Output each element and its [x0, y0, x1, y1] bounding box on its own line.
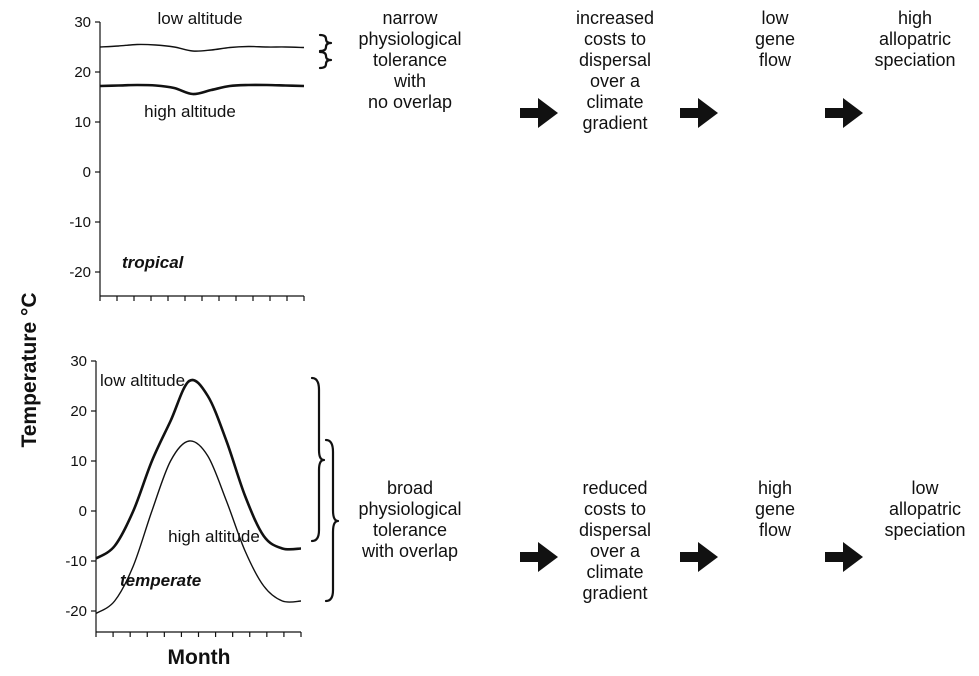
- temperate-panel: 30 20 10 0 -10 -20 low altitude high altitude te…: [65, 353, 302, 637]
- series-line-low-altitude: [99, 43, 305, 52]
- y-tick-label: 10: [74, 114, 91, 131]
- series-label: high altitude: [168, 527, 260, 546]
- flow-step: broad physiological tolerance with overlap: [358, 478, 461, 561]
- series-label: low altitude: [157, 9, 242, 28]
- brace-tropical-upper: [318, 33, 333, 53]
- brace-temperate-upper: [310, 376, 326, 543]
- flow-step: low gene flow: [755, 8, 795, 70]
- y-tick-label: 0: [79, 503, 87, 520]
- flow-arrow: [680, 98, 718, 128]
- brace-temperate-lower: [324, 438, 340, 603]
- flow-step: low allopatric speciation: [884, 478, 965, 540]
- flow-step: reduced costs to dispersal over a climate gra…: [579, 478, 651, 603]
- y-tick-label: -20: [65, 603, 87, 620]
- tropical-panel: 30 20 10 0 -10 -20 low altitude high altitude tr…: [69, 9, 305, 301]
- temperate-flow: broad physiological tolerance with overlap r…: [358, 478, 965, 603]
- tropical-braces: [318, 33, 333, 70]
- climate-annotation: temperate: [120, 571, 201, 590]
- flow-arrow: [825, 542, 863, 572]
- y-tick-label: 10: [70, 453, 87, 470]
- y-tick-label: 20: [70, 403, 87, 420]
- x-axis-title: Month: [168, 646, 231, 669]
- y-tick-label: -20: [69, 264, 91, 281]
- y-tick-label: 0: [83, 164, 91, 181]
- flow-step: narrow physiological tolerance with no overl…: [358, 8, 461, 112]
- flow-arrow: [825, 98, 863, 128]
- climate-annotation: tropical: [122, 253, 185, 272]
- flow-arrow: [520, 98, 558, 128]
- brace-tropical-lower: [318, 50, 333, 70]
- tropical-flow: narrow physiological tolerance with no overl…: [358, 8, 955, 133]
- series-label: low altitude: [100, 371, 185, 390]
- flow-arrow: [680, 542, 718, 572]
- flow-step: high allopatric speciation: [874, 8, 955, 70]
- y-axis-title: Temperature °C: [18, 292, 41, 447]
- y-tick-label: 30: [70, 353, 87, 370]
- series-line-high-altitude: [95, 440, 302, 615]
- y-tick-label: 20: [74, 64, 91, 81]
- y-tick-label: -10: [65, 553, 87, 570]
- y-tick-label: -10: [69, 214, 91, 231]
- series-label: high altitude: [144, 102, 236, 121]
- flow-arrow: [520, 542, 558, 572]
- y-tick-label: 30: [74, 14, 91, 31]
- temperate-braces: [310, 376, 340, 603]
- series-line-low-altitude: [95, 378, 302, 560]
- series-line-high-altitude: [99, 83, 305, 96]
- flow-step: high gene flow: [755, 478, 795, 540]
- flow-step: increased costs to dispersal over a climate g…: [576, 8, 654, 133]
